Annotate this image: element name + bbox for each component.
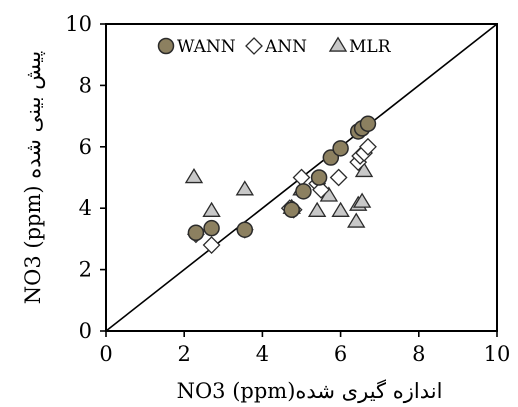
wann-point bbox=[310, 169, 328, 186]
x-axis-ticks: 0 2 4 6 8 10 bbox=[99, 331, 510, 366]
wann-point bbox=[359, 115, 377, 133]
legend-marker-ann bbox=[245, 37, 263, 55]
x-tick-label: 0 bbox=[99, 342, 112, 366]
ann-point bbox=[359, 137, 377, 156]
wann-point bbox=[295, 183, 312, 200]
ann-point bbox=[292, 168, 311, 187]
ann-point bbox=[329, 168, 348, 187]
plot-frame bbox=[105, 23, 498, 332]
legend-label-wann: WANN bbox=[177, 37, 236, 57]
y-tick-label: 6 bbox=[79, 135, 92, 159]
mlr-point bbox=[202, 201, 221, 217]
mlr-point bbox=[354, 161, 374, 178]
y-tick-label: 0 bbox=[79, 319, 92, 343]
y-tick-label: 2 bbox=[79, 258, 92, 282]
legend-label-ann: ANN bbox=[264, 37, 307, 57]
x-axis-title: NO3 (ppm)اندازه گیری شده bbox=[177, 379, 443, 404]
ann-point bbox=[312, 180, 330, 199]
legend: WANN ANN MLR bbox=[157, 36, 392, 57]
x-tick-label: 6 bbox=[334, 342, 347, 366]
x-tick-label: 4 bbox=[256, 342, 269, 366]
y-tick-label: 10 bbox=[65, 12, 92, 36]
y-tick-label: 8 bbox=[79, 73, 92, 97]
wann-point bbox=[332, 140, 349, 157]
wann-point bbox=[283, 201, 300, 218]
x-tick-label: 2 bbox=[178, 342, 191, 366]
x-tick-label: 10 bbox=[484, 342, 511, 366]
legend-marker-wann bbox=[157, 37, 175, 55]
wann-point bbox=[203, 219, 220, 237]
legend-label-mlr: MLR bbox=[349, 37, 392, 57]
x-tick-label: 8 bbox=[412, 342, 425, 366]
legend-marker-mlr bbox=[328, 36, 348, 52]
mlr-point bbox=[331, 201, 350, 217]
wann-point bbox=[236, 221, 254, 238]
y-axis-title: NO3 (ppm) پیش بینی شده bbox=[21, 51, 46, 305]
wann-point bbox=[187, 224, 205, 242]
mlr-point bbox=[347, 212, 366, 228]
mlr-point bbox=[235, 180, 255, 196]
y-axis-ticks: 0 2 4 6 8 10 bbox=[65, 12, 106, 343]
mlr-point bbox=[184, 167, 204, 184]
mlr-point bbox=[307, 201, 327, 217]
ann-point bbox=[202, 236, 221, 254]
plot-area bbox=[105, 23, 498, 332]
data-points bbox=[184, 115, 377, 254]
mlr-point bbox=[352, 192, 372, 208]
y-tick-label: 4 bbox=[79, 196, 92, 220]
